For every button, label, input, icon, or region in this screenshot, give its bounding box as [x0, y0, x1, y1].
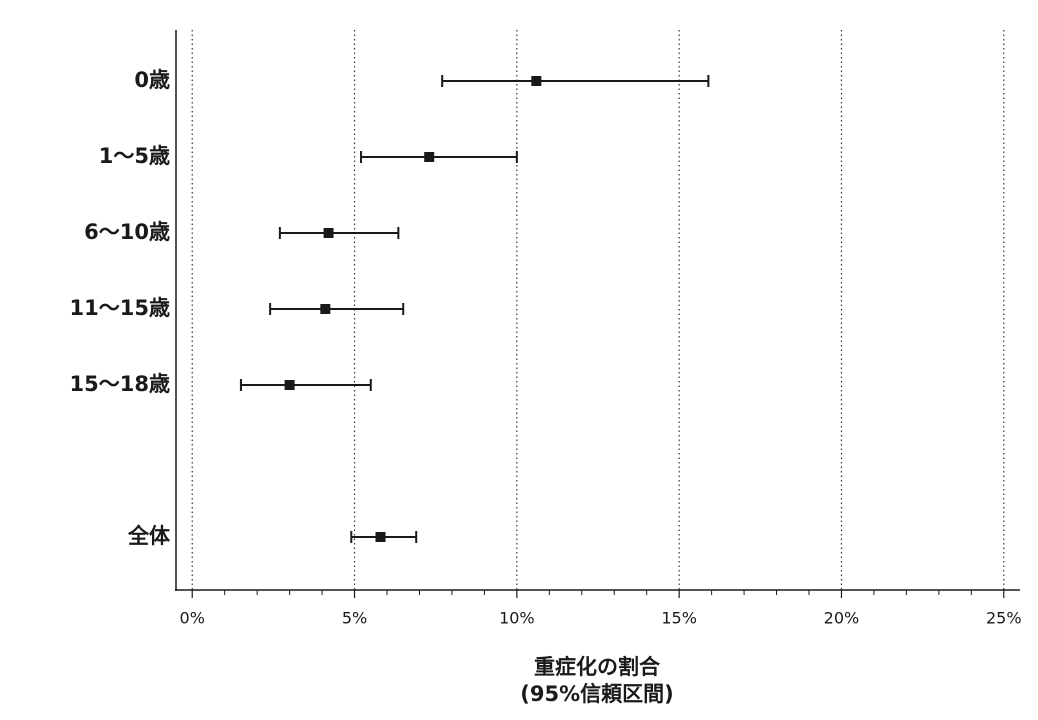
x-axis-label: (95%信頼区間) [520, 682, 673, 706]
x-tick-label: 10% [499, 609, 535, 628]
x-tick-label: 25% [986, 609, 1022, 628]
x-tick-label: 5% [342, 609, 367, 628]
point [323, 228, 334, 238]
x-tick-label: 15% [661, 609, 697, 628]
point [375, 532, 386, 542]
x-tick-label: 0% [180, 609, 205, 628]
y-tick-label: 全体 [127, 524, 171, 548]
point [531, 76, 542, 86]
y-tick-label: 11〜15歳 [70, 296, 170, 320]
x-tick-label: 20% [824, 609, 860, 628]
point [320, 304, 331, 314]
y-tick-label: 15〜18歳 [70, 372, 170, 396]
point [284, 380, 295, 390]
point [424, 152, 435, 162]
y-tick-label: 0歳 [134, 68, 170, 92]
y-tick-label: 6〜10歳 [84, 220, 170, 244]
y-tick-label: 1〜5歳 [99, 144, 170, 168]
x-axis-label: 重症化の割合 [534, 655, 661, 679]
